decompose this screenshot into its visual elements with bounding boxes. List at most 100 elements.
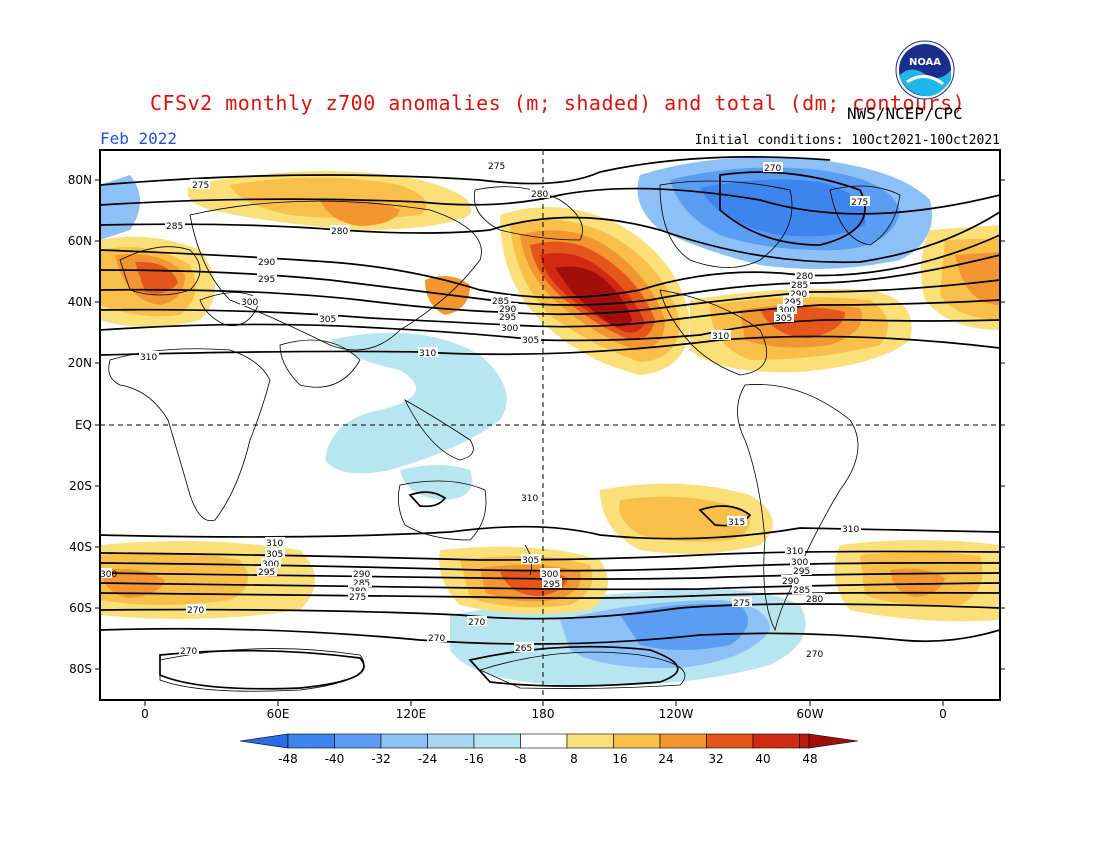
- colorbar-segment: [706, 733, 754, 749]
- chart-title: CFSv2 monthly z700 anomalies (m; shaded)…: [150, 91, 966, 115]
- contour-labels-south: 310 315 310 310 305 300 295 290 285 280 …: [100, 492, 861, 660]
- colorbar-label: 48: [802, 752, 817, 766]
- colorbar-right-arrow: [808, 733, 859, 749]
- lat-label: 60S: [69, 601, 92, 615]
- contour-label: 280: [331, 227, 348, 237]
- coastlines: [108, 180, 901, 692]
- colorbar-label: 24: [658, 752, 673, 766]
- colorbar: -48 -40 -32 -24 -16 -8 8 16 24 32 40 48: [239, 733, 859, 766]
- lat-label: 40S: [69, 540, 92, 554]
- organization-label: NWS/NCEP/CPC: [847, 104, 963, 123]
- contour-label: 310: [419, 349, 436, 359]
- contour-label: 300: [778, 306, 795, 316]
- contour-label: 305: [522, 336, 539, 346]
- height-contours: [100, 156, 1000, 690]
- colorbar-segment: [566, 733, 614, 749]
- colorbar-segment: [287, 733, 335, 749]
- contour-label: 310: [521, 494, 538, 504]
- colorbar-label: -16: [464, 752, 484, 766]
- contour-label: 270: [428, 634, 445, 644]
- latitude-labels: 80N 60N 40N 20N EQ 20S 40S 60S 80S: [68, 173, 92, 676]
- contour-label: 295: [258, 275, 275, 285]
- contour-label: 295: [784, 298, 801, 308]
- contour-label: 315: [728, 518, 745, 528]
- lon-label: 120W: [659, 707, 694, 721]
- contour-label: 300: [541, 570, 558, 580]
- contour-label: 310: [140, 353, 157, 363]
- lon-label: 0: [939, 707, 947, 721]
- lat-label: 60N: [68, 234, 92, 248]
- colorbar-segment: [520, 733, 568, 749]
- contour-label: 285: [791, 281, 808, 291]
- contour-label: 290: [499, 305, 516, 315]
- colorbar-segment: [752, 733, 800, 749]
- colorbar-label: 16: [612, 752, 627, 766]
- contour-label: 285: [492, 297, 509, 307]
- contour-label: 290: [790, 290, 807, 300]
- contour-label: 285: [353, 579, 370, 589]
- colorbar-segment: [613, 733, 661, 749]
- colorbar-label: 8: [570, 752, 578, 766]
- contour-label: 295: [499, 313, 516, 323]
- contour-label: 290: [258, 258, 275, 268]
- colorbar-segment: [799, 733, 810, 749]
- contour-label: 270: [764, 164, 781, 174]
- contour-label: 280: [531, 190, 548, 200]
- contour-label: 305: [266, 550, 283, 560]
- contour-label: 285: [166, 222, 183, 232]
- contour-label: 300: [241, 298, 258, 308]
- colorbar-label: -24: [418, 752, 438, 766]
- contour-label: 290: [782, 577, 799, 587]
- contour-label: 300: [791, 558, 808, 568]
- contour-label: 305: [775, 314, 792, 324]
- colorbar-segment: [473, 733, 521, 749]
- contour-label: 310: [266, 539, 283, 549]
- lat-label: 20N: [68, 356, 92, 370]
- lat-label: EQ: [75, 418, 92, 432]
- lat-label: 80S: [69, 662, 92, 676]
- lon-label: 60W: [796, 707, 823, 721]
- colorbar-label: -48: [278, 752, 298, 766]
- contour-label: 270: [187, 606, 204, 616]
- contour-label: 300: [501, 324, 518, 334]
- contour-label: 310: [786, 547, 803, 557]
- lon-label: 120E: [396, 707, 427, 721]
- longitude-labels: 0 60E 120E 180 120W 60W 0: [141, 707, 947, 721]
- lat-label: 40N: [68, 295, 92, 309]
- lon-label: 180: [532, 707, 555, 721]
- contour-label: 285: [793, 586, 810, 596]
- lon-label: 0: [141, 707, 149, 721]
- contour-label: 275: [192, 181, 209, 191]
- initial-conditions: Initial conditions: 10Oct2021-10Oct2021: [694, 133, 1000, 148]
- colorbar-segment: [659, 733, 707, 749]
- lon-label: 60E: [267, 707, 290, 721]
- contour-label: 295: [543, 580, 560, 590]
- noaa-logo-text: NOAA: [909, 57, 941, 68]
- contour-label: 280: [806, 595, 823, 605]
- contour-label: 265: [515, 644, 532, 654]
- contour-label: 305: [319, 315, 336, 325]
- contour-label: 270: [806, 650, 823, 660]
- contour-label: 295: [258, 568, 275, 578]
- contour-label: 280: [796, 272, 813, 282]
- contour-label: 300: [100, 570, 117, 580]
- contour-label: 275: [733, 599, 750, 609]
- colorbar-label: -8: [515, 752, 527, 766]
- colorbar-label: -32: [371, 752, 391, 766]
- colorbar-label: 32: [708, 752, 723, 766]
- contour-label: 290: [353, 570, 370, 580]
- colorbar-segment: [380, 733, 428, 749]
- colorbar-segment: [427, 733, 475, 749]
- contour-labels-north: 275 275 280 280 270 275 285 290 295 300 …: [139, 160, 870, 363]
- contour-label: 270: [180, 647, 197, 657]
- lat-label: 80N: [68, 173, 92, 187]
- noaa-logo: NOAA: [895, 40, 955, 100]
- contour-label: 305: [522, 556, 539, 566]
- forecast-period: Feb 2022: [100, 129, 178, 148]
- contour-label: 295: [793, 567, 810, 577]
- colorbar-label: -40: [325, 752, 345, 766]
- contour-label: 310: [712, 332, 729, 342]
- contour-label: 270: [468, 618, 485, 628]
- contour-label: 275: [851, 198, 868, 208]
- contour-label: 310: [842, 525, 859, 535]
